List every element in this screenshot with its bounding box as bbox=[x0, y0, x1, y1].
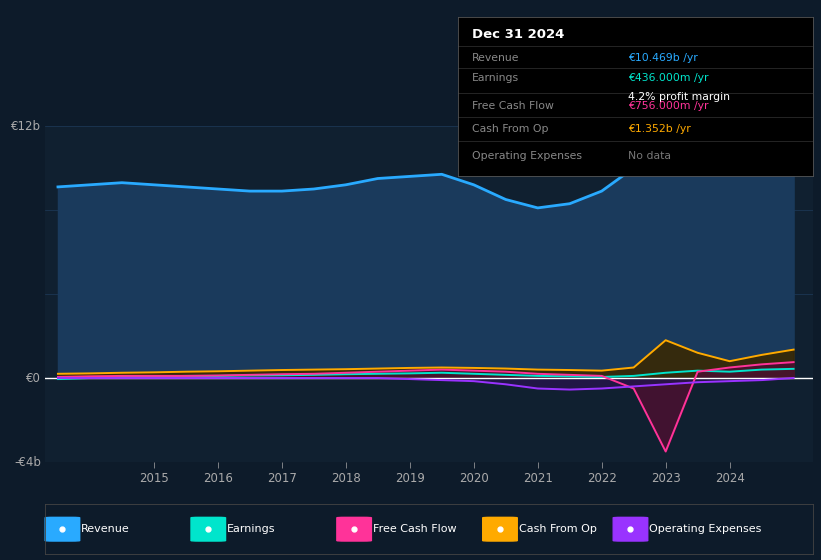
Text: €10.469b /yr: €10.469b /yr bbox=[628, 53, 698, 63]
Text: Cash From Op: Cash From Op bbox=[519, 524, 597, 534]
FancyBboxPatch shape bbox=[191, 517, 226, 541]
Text: No data: No data bbox=[628, 151, 672, 161]
Text: Earnings: Earnings bbox=[227, 524, 276, 534]
FancyBboxPatch shape bbox=[45, 517, 80, 541]
Text: Operating Expenses: Operating Expenses bbox=[472, 151, 582, 161]
FancyBboxPatch shape bbox=[613, 517, 648, 541]
FancyBboxPatch shape bbox=[337, 517, 371, 541]
Text: Free Cash Flow: Free Cash Flow bbox=[472, 101, 554, 111]
Text: Revenue: Revenue bbox=[472, 53, 520, 63]
Text: Cash From Op: Cash From Op bbox=[472, 124, 548, 133]
Text: 4.2% profit margin: 4.2% profit margin bbox=[628, 92, 731, 101]
Text: Operating Expenses: Operating Expenses bbox=[649, 524, 762, 534]
Text: Free Cash Flow: Free Cash Flow bbox=[373, 524, 456, 534]
Text: Revenue: Revenue bbox=[81, 524, 130, 534]
Text: €756.000m /yr: €756.000m /yr bbox=[628, 101, 709, 111]
FancyBboxPatch shape bbox=[483, 517, 517, 541]
Text: €12b: €12b bbox=[11, 119, 41, 133]
Text: Earnings: Earnings bbox=[472, 73, 520, 83]
Text: €1.352b /yr: €1.352b /yr bbox=[628, 124, 691, 133]
Text: €0: €0 bbox=[26, 371, 41, 385]
Text: -€4b: -€4b bbox=[15, 455, 41, 469]
Text: Dec 31 2024: Dec 31 2024 bbox=[472, 28, 565, 41]
Text: €436.000m /yr: €436.000m /yr bbox=[628, 73, 709, 83]
